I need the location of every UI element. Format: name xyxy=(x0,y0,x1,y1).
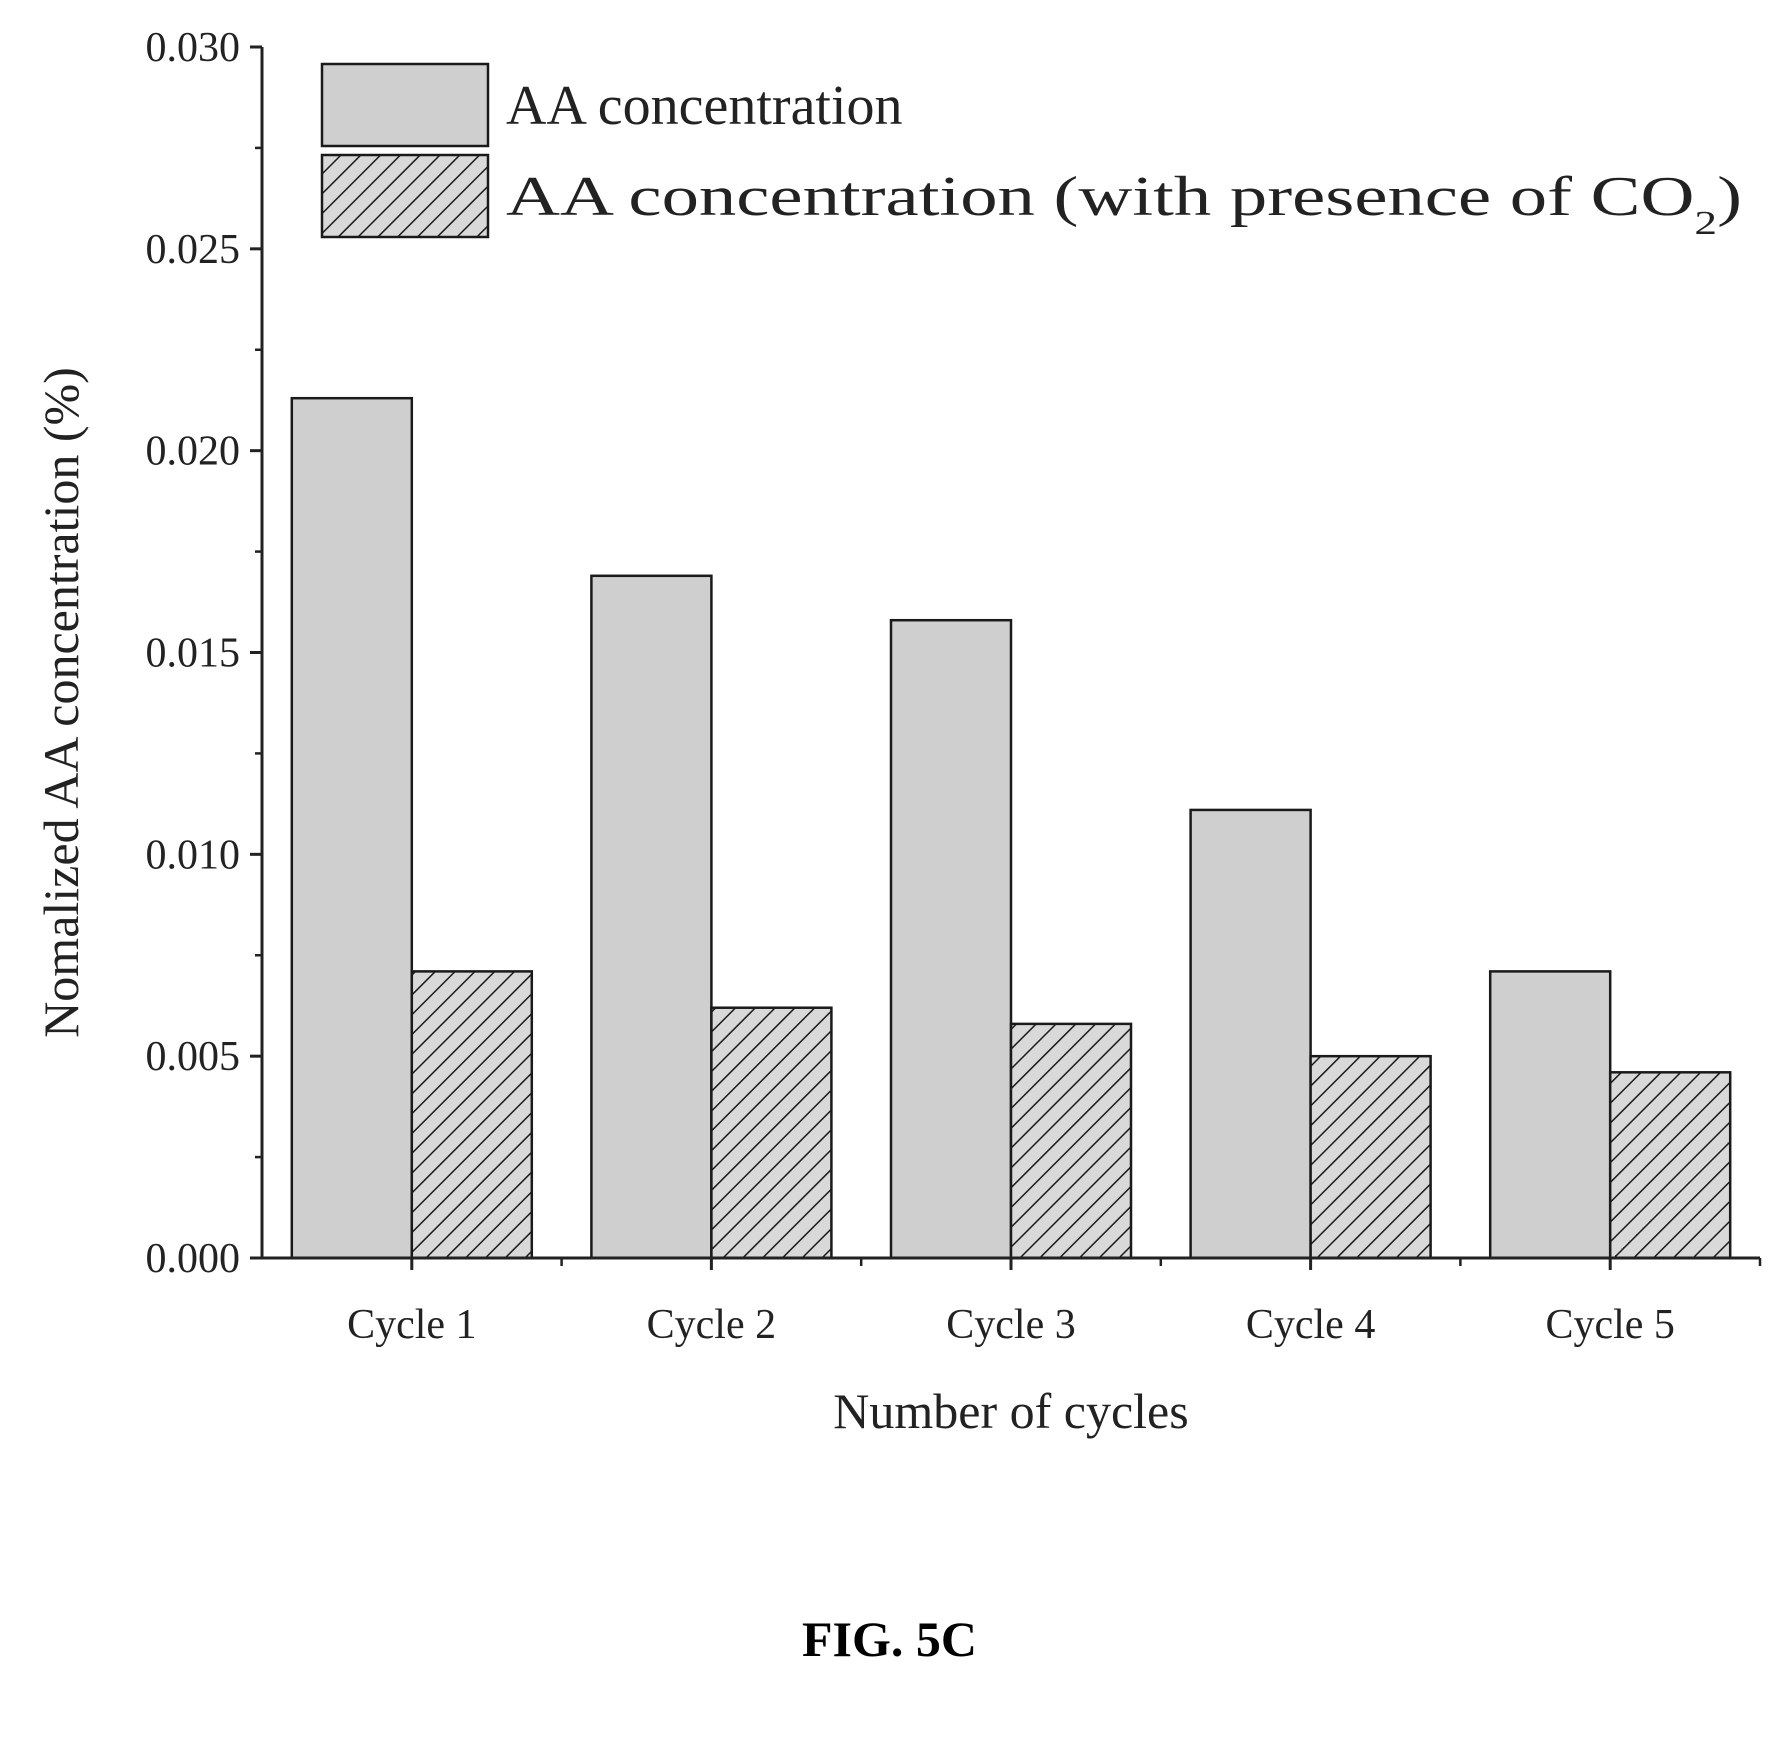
bar-chart: 0.000 0.005 0.010 0.015 0.020 0.025 0.030 Cycl… xyxy=(33,25,1762,1439)
legend: AA concentration AA concentration (with … xyxy=(320,62,1742,242)
y-axis-label: Nomalized AA concentration (%) xyxy=(33,367,89,1038)
y-tick-label: 0.025 xyxy=(146,227,241,273)
bar-aa-cycle-5 xyxy=(1488,970,1612,1260)
x-ticks: Cycle 1 Cycle 2 Cycle 3 Cycle 4 Cycle 5 xyxy=(347,1258,1762,1348)
y-tick-label: 0.000 xyxy=(146,1236,241,1282)
bar-aa-co2-cycle-4 xyxy=(1309,1054,1432,1260)
legend-swatch-aa-concentration-co2 xyxy=(320,153,490,239)
bar-aa-co2-cycle-2 xyxy=(710,1006,833,1260)
x-axis-label: Number of cycles xyxy=(833,1383,1188,1439)
bar-aa-co2-cycle-1 xyxy=(410,970,534,1260)
legend-label-aa-concentration: AA concentration xyxy=(506,75,903,137)
bar-aa-co2-cycle-5 xyxy=(1608,1071,1732,1260)
legend-label-co2-suffix: ) xyxy=(1717,166,1742,228)
y-ticks: 0.000 0.005 0.010 0.015 0.020 0.025 0.030 xyxy=(146,25,262,1282)
bar-aa-co2-cycle-3 xyxy=(1009,1022,1133,1260)
bar-aa-cycle-2 xyxy=(590,574,713,1260)
x-tick-label: Cycle 5 xyxy=(1545,1302,1674,1348)
figure-caption: FIG. 5C xyxy=(802,1611,977,1667)
y-tick-label: 0.010 xyxy=(146,832,241,878)
bar-aa-cycle-1 xyxy=(290,396,414,1260)
x-tick-label: Cycle 2 xyxy=(647,1302,776,1348)
bar-aa-cycle-3 xyxy=(889,618,1013,1260)
y-tick-label: 0.015 xyxy=(146,631,241,677)
legend-label-co2-main: AA concentration (with presence of CO xyxy=(506,166,1694,228)
x-tick-label: Cycle 3 xyxy=(946,1302,1075,1348)
x-tick-label: Cycle 1 xyxy=(347,1302,476,1348)
bars-layer xyxy=(290,396,1732,1260)
legend-swatch-aa-concentration xyxy=(320,62,490,148)
y-tick-label: 0.020 xyxy=(146,429,241,475)
y-tick-label: 0.005 xyxy=(146,1034,241,1080)
legend-label-co2-subscript: 2 xyxy=(1694,205,1717,242)
legend-label-aa-concentration-co2: AA concentration (with presence of CO 2) xyxy=(506,166,1742,242)
y-tick-label: 0.030 xyxy=(146,25,241,71)
bar-aa-cycle-4 xyxy=(1189,808,1312,1260)
x-tick-label: Cycle 4 xyxy=(1246,1302,1375,1348)
